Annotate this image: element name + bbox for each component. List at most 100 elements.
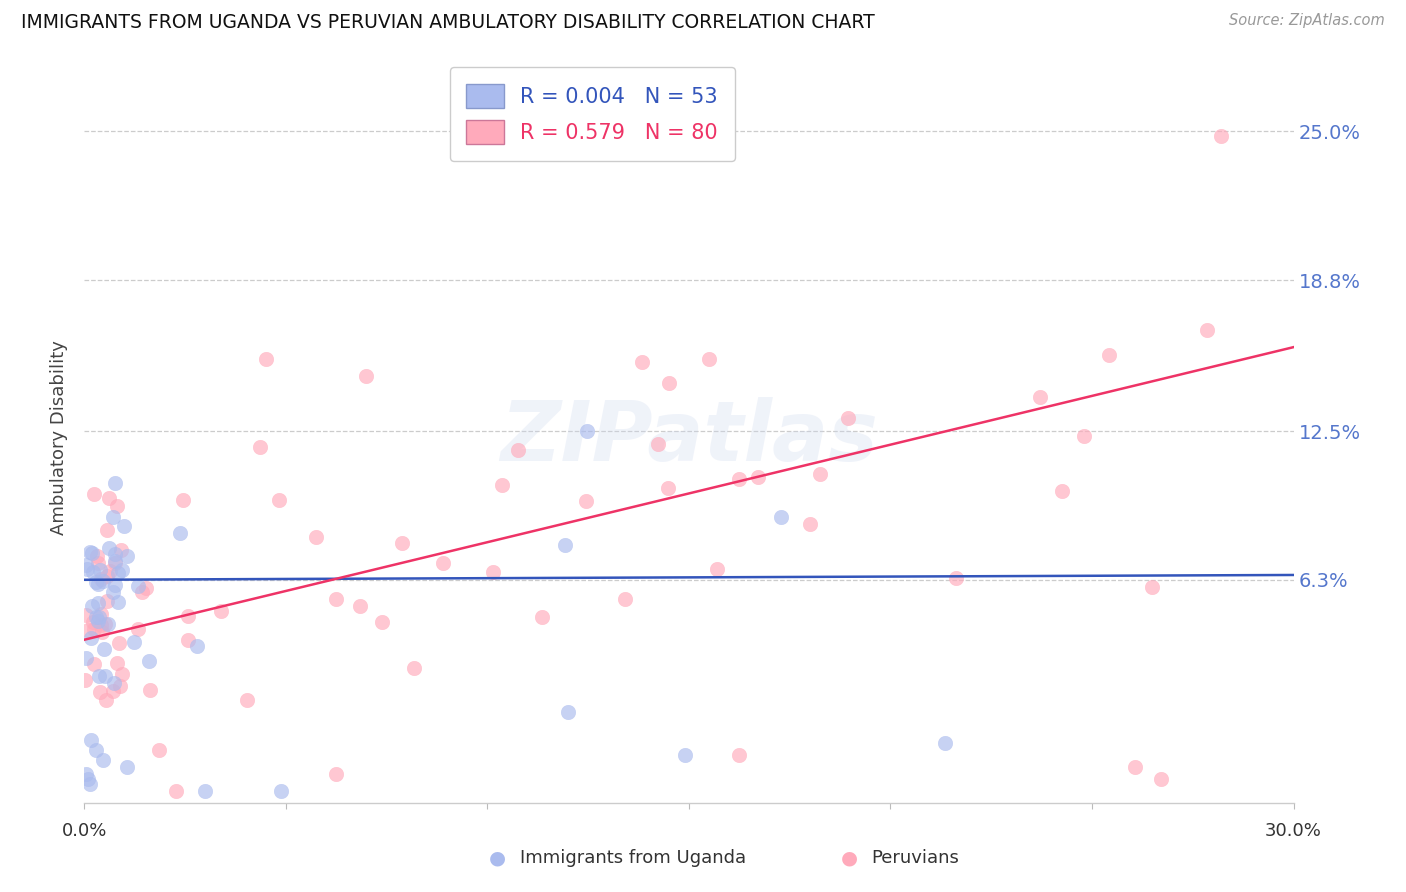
Point [554, 538, 576, 552]
Point [80, 546, 103, 560]
Point [111, 667, 134, 681]
Point [75, 558, 97, 573]
Point [697, 352, 720, 367]
Point [75, 608, 97, 623]
Point [104, 475, 127, 490]
Point [432, 556, 454, 570]
Point [270, 784, 292, 798]
Point [658, 376, 681, 391]
Point [94, 693, 117, 707]
Point [138, 654, 160, 668]
Point [107, 566, 129, 581]
Point [90, 607, 112, 621]
Text: 30.0%: 30.0% [1265, 822, 1322, 840]
Point [103, 578, 125, 592]
Point [115, 760, 138, 774]
Point [89, 668, 111, 682]
Point [799, 516, 821, 531]
Point [135, 581, 157, 595]
Point [83, 487, 105, 501]
Point [349, 599, 371, 613]
Text: ●: ● [489, 848, 506, 868]
Point [105, 657, 128, 671]
Point [934, 736, 956, 750]
Point [83, 622, 105, 636]
Point [89, 685, 111, 699]
Point [1142, 580, 1164, 594]
Point [404, 660, 426, 674]
Point [530, 610, 553, 624]
Point [269, 493, 291, 508]
Point [254, 352, 277, 367]
Point [1123, 760, 1146, 774]
Point [89, 617, 111, 632]
Point [86, 596, 108, 610]
Point [110, 563, 132, 577]
Point [165, 784, 187, 798]
Point [249, 441, 271, 455]
Point [86, 549, 108, 563]
Point [837, 410, 859, 425]
Point [172, 492, 194, 507]
Point [209, 605, 232, 619]
Point [91, 753, 114, 767]
Point [112, 518, 135, 533]
Point [82, 565, 104, 579]
Point [104, 554, 127, 568]
Text: IMMIGRANTS FROM UGANDA VS PERUVIAN AMBULATORY DISABILITY CORRELATION CHART: IMMIGRANTS FROM UGANDA VS PERUVIAN AMBUL… [21, 13, 875, 32]
Point [103, 676, 125, 690]
Point [96, 524, 118, 538]
Point [1195, 323, 1218, 337]
Point [236, 693, 259, 707]
Point [747, 470, 769, 484]
Point [557, 705, 579, 719]
Point [84, 610, 107, 624]
Point [87, 556, 110, 570]
Point [84, 574, 107, 589]
Point [169, 526, 191, 541]
Point [108, 636, 131, 650]
Point [391, 536, 413, 550]
Point [82, 599, 104, 614]
Point [139, 682, 162, 697]
Point [491, 478, 513, 492]
Point [107, 595, 129, 609]
Point [122, 635, 145, 649]
Point [186, 639, 208, 653]
Point [127, 622, 149, 636]
Point [576, 424, 599, 438]
Text: Source: ZipAtlas.com: Source: ZipAtlas.com [1229, 13, 1385, 29]
Point [97, 616, 120, 631]
Text: ●: ● [841, 848, 858, 868]
Text: Immigrants from Uganda: Immigrants from Uganda [520, 849, 747, 867]
Point [727, 472, 749, 486]
Point [104, 547, 127, 561]
Point [83, 657, 105, 671]
Point [194, 784, 217, 798]
Text: Peruvians: Peruvians [872, 849, 960, 867]
Point [371, 615, 394, 629]
Point [1073, 429, 1095, 443]
Point [98, 541, 121, 555]
Point [1029, 391, 1052, 405]
Text: 0.0%: 0.0% [62, 822, 107, 840]
Point [76, 772, 98, 786]
Point [706, 562, 728, 576]
Point [90, 572, 112, 586]
Point [675, 747, 697, 762]
Point [575, 494, 598, 508]
Point [325, 767, 347, 781]
Point [103, 510, 125, 524]
Point [75, 673, 97, 687]
Point [94, 669, 117, 683]
Point [82, 615, 104, 630]
Point [1209, 129, 1232, 144]
Point [108, 679, 131, 693]
Point [110, 543, 132, 558]
Point [945, 571, 967, 585]
Point [91, 574, 114, 588]
Point [177, 633, 200, 648]
Point [75, 651, 97, 665]
Point [481, 566, 503, 580]
Point [77, 624, 100, 638]
